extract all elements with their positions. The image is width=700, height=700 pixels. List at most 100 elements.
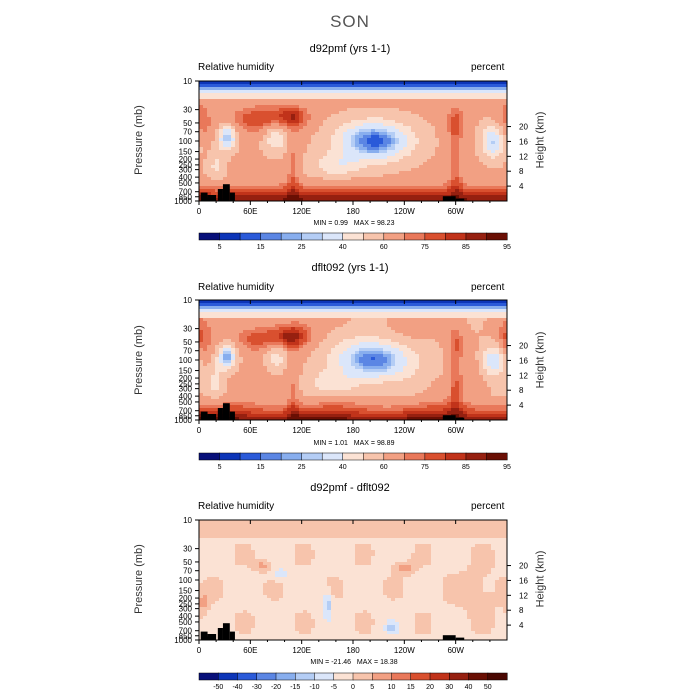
heatmap-cell	[379, 93, 384, 97]
heatmap-cell	[443, 87, 448, 91]
heatmap-cell	[303, 183, 308, 187]
heatmap-cell	[403, 357, 408, 361]
heatmap-cell	[335, 327, 340, 331]
heatmap-cell	[387, 186, 392, 190]
colorbar-swatch	[342, 232, 364, 241]
heatmap-cell	[363, 111, 368, 115]
heatmap-cell	[503, 84, 508, 88]
heatmap-cell	[239, 111, 244, 115]
heatmap-cell	[363, 120, 368, 124]
heatmap-cell	[243, 357, 248, 361]
heatmap-cell	[211, 123, 216, 127]
heatmap-cell	[491, 87, 496, 91]
heatmap-cell	[367, 174, 372, 178]
heatmap-cell	[451, 165, 456, 169]
heatmap-cell	[259, 300, 264, 304]
heatmap-cell	[335, 339, 340, 343]
heatmap-cell	[347, 87, 352, 91]
heatmap-cell	[347, 315, 352, 319]
heatmap-cell	[443, 183, 448, 187]
heatmap-cell	[231, 123, 236, 127]
heatmap-cell	[355, 186, 360, 190]
heatmap-cell	[487, 366, 492, 370]
heatmap-cell	[247, 324, 252, 328]
heatmap-cell	[287, 147, 292, 151]
heatmap-cell	[487, 156, 492, 160]
heatmap-cell	[251, 87, 256, 91]
heatmap-cell	[383, 177, 388, 181]
heatmap-cell	[295, 87, 300, 91]
heatmap-cell	[471, 330, 476, 334]
heatmap-cell	[239, 351, 244, 355]
heatmap-cell	[251, 135, 256, 139]
heatmap-cell	[427, 300, 432, 304]
heatmap-cell	[419, 198, 424, 202]
heatmap-cell	[503, 165, 508, 169]
heatmap-cell	[355, 150, 360, 154]
heatmap-cell	[503, 303, 508, 307]
heatmap-cell	[231, 321, 236, 325]
heatmap-cell	[331, 330, 336, 334]
heatmap-cell	[323, 168, 328, 172]
heatmap-cell	[423, 147, 428, 151]
heatmap-cell	[499, 96, 504, 100]
heatmap-cell	[359, 153, 364, 157]
heatmap-cell	[411, 345, 416, 349]
heatmap-cell	[211, 327, 216, 331]
heatmap-cell	[203, 81, 208, 85]
heatmap-cell	[247, 144, 252, 148]
heatmap-cell	[395, 141, 400, 145]
heatmap-cell	[343, 348, 348, 352]
topography	[200, 192, 208, 201]
heatmap-cell	[383, 123, 388, 127]
heatmap-cell	[231, 156, 236, 160]
heatmap-cell	[283, 306, 288, 310]
heatmap-cell	[287, 348, 292, 352]
heatmap-cell	[275, 360, 280, 364]
heatmap-cell	[383, 357, 388, 361]
heatmap-cell	[283, 183, 288, 187]
heatmap-cell	[407, 114, 412, 118]
heatmap-cell	[439, 120, 444, 124]
heatmap-cell	[423, 348, 428, 352]
heatmap-cell	[467, 342, 472, 346]
heatmap-cell	[311, 195, 316, 199]
heatmap-cell	[479, 183, 484, 187]
heatmap-cell	[255, 135, 260, 139]
heatmap-cell	[367, 90, 372, 94]
heatmap-cell	[319, 159, 324, 163]
heatmap-cell	[339, 318, 344, 322]
heatmap-cell	[439, 186, 444, 190]
heatmap-cell	[243, 189, 248, 193]
heatmap-cell	[475, 351, 480, 355]
heatmap-cell	[495, 162, 500, 166]
heatmap-cell	[495, 327, 500, 331]
heatmap-cell	[463, 186, 468, 190]
heatmap-cell	[339, 114, 344, 118]
heatmap-cell	[407, 123, 412, 127]
heatmap-cell	[391, 309, 396, 313]
heatmap-cell	[419, 336, 424, 340]
heatmap-cell	[239, 138, 244, 142]
heatmap-cell	[411, 141, 416, 145]
heatmap-cell	[423, 177, 428, 181]
heatmap-cell	[399, 321, 404, 325]
heatmap-cell	[495, 96, 500, 100]
heatmap-cell	[259, 333, 264, 337]
heatmap-cell	[271, 192, 276, 196]
heatmap-cell	[359, 87, 364, 91]
heatmap-cell	[363, 198, 368, 202]
heatmap-cell	[323, 105, 328, 109]
heatmap-cell	[407, 90, 412, 94]
heatmap-cell	[303, 126, 308, 130]
heatmap-cell	[211, 93, 216, 97]
heatmap-cell	[427, 339, 432, 343]
heatmap-cell	[407, 321, 412, 325]
heatmap-cell	[259, 129, 264, 133]
heatmap-cell	[319, 165, 324, 169]
heatmap-cell	[215, 117, 220, 121]
heatmap-cell	[311, 366, 316, 370]
heatmap-cell	[335, 351, 340, 355]
heatmap-cell	[311, 162, 316, 166]
heatmap-cell	[235, 162, 240, 166]
